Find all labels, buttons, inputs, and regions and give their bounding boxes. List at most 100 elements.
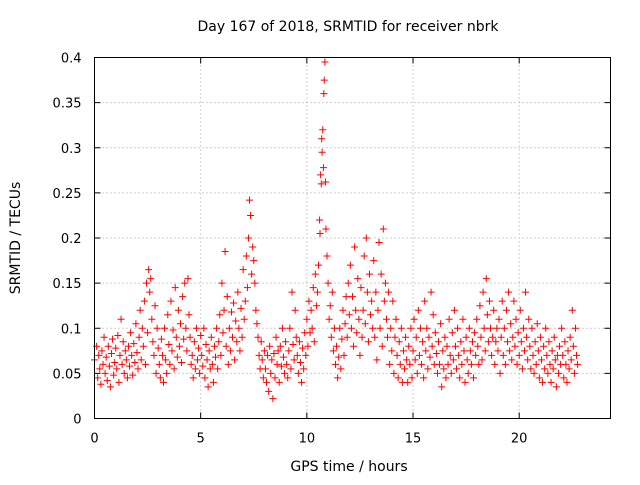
- data-point: [315, 261, 323, 269]
- x-tick-label: 5: [197, 432, 205, 447]
- data-point: [309, 284, 317, 292]
- data-point: [305, 297, 313, 305]
- data-point: [160, 378, 168, 386]
- data-point: [197, 331, 205, 339]
- data-point: [558, 324, 566, 332]
- data-point: [453, 365, 461, 373]
- data-point: [487, 324, 495, 332]
- data-point: [276, 342, 284, 350]
- data-point: [327, 333, 335, 341]
- data-point: [299, 344, 307, 352]
- data-point: [340, 351, 348, 359]
- data-point: [189, 374, 197, 382]
- data-point: [391, 333, 399, 341]
- data-point: [405, 342, 413, 350]
- data-point: [474, 342, 482, 350]
- data-point: [169, 326, 177, 334]
- data-point: [223, 293, 231, 301]
- data-point: [439, 347, 447, 355]
- data-point: [179, 293, 187, 301]
- data-point: [210, 342, 218, 350]
- data-point: [187, 360, 195, 368]
- data-point: [511, 342, 519, 350]
- data-point: [513, 360, 521, 368]
- data-point: [271, 374, 279, 382]
- data-point: [304, 342, 312, 350]
- data-point: [422, 347, 430, 355]
- data-point: [319, 164, 327, 172]
- data-point: [336, 324, 344, 332]
- data-point: [488, 351, 496, 359]
- data-point: [118, 360, 126, 368]
- chart-title: Day 167 of 2018, SRMTID for receiver nbr…: [197, 19, 499, 35]
- data-point: [470, 374, 478, 382]
- data-point: [370, 257, 378, 265]
- data-point: [274, 347, 282, 355]
- data-point: [326, 302, 334, 310]
- data-point: [485, 297, 493, 305]
- data-point: [94, 374, 102, 382]
- data-point: [109, 335, 117, 343]
- data-point: [394, 374, 402, 382]
- data-point: [222, 342, 230, 350]
- data-point: [200, 324, 208, 332]
- data-point: [450, 306, 458, 314]
- data-point: [313, 288, 321, 296]
- data-point: [500, 324, 508, 332]
- data-point: [233, 338, 241, 346]
- data-point: [137, 356, 145, 364]
- data-point: [279, 353, 287, 361]
- data-point: [475, 360, 483, 368]
- data-point: [296, 359, 304, 367]
- data-point: [448, 329, 456, 337]
- data-point: [344, 279, 352, 287]
- data-point: [311, 270, 319, 278]
- data-point: [369, 324, 377, 332]
- data-point: [247, 211, 255, 219]
- data-point: [329, 347, 337, 355]
- data-point: [382, 315, 390, 323]
- data-point: [536, 333, 544, 341]
- data-point: [177, 320, 184, 328]
- data-point: [229, 333, 237, 341]
- data-point: [151, 302, 159, 310]
- data-point: [134, 365, 142, 373]
- data-point: [389, 297, 397, 305]
- data-point: [471, 329, 479, 337]
- data-point: [153, 324, 161, 332]
- data-point: [292, 333, 300, 341]
- data-point: [123, 374, 131, 382]
- data-point: [343, 333, 351, 341]
- data-point: [281, 369, 289, 377]
- data-point: [504, 338, 512, 346]
- data-point: [209, 378, 217, 386]
- data-point: [521, 347, 528, 355]
- data-point: [459, 315, 467, 323]
- data-point: [517, 338, 525, 346]
- data-point: [483, 311, 491, 319]
- data-point: [449, 356, 457, 364]
- data-point: [360, 252, 368, 260]
- data-point: [154, 344, 162, 352]
- data-point: [95, 351, 103, 359]
- data-point: [509, 333, 517, 341]
- data-point: [289, 340, 297, 348]
- data-point: [396, 360, 404, 368]
- data-point: [99, 360, 107, 368]
- data-point: [492, 338, 500, 346]
- data-point: [380, 297, 388, 305]
- data-point: [551, 356, 559, 364]
- data-point: [166, 360, 174, 368]
- data-point: [287, 365, 295, 373]
- data-point: [260, 347, 268, 355]
- data-point: [496, 369, 504, 377]
- data-point: [119, 338, 127, 346]
- data-point: [283, 360, 291, 368]
- data-point: [565, 365, 573, 373]
- data-point: [320, 90, 328, 98]
- data-point: [221, 248, 229, 256]
- data-point: [206, 365, 214, 373]
- data-point: [436, 360, 444, 368]
- data-point: [253, 320, 261, 328]
- data-point: [412, 333, 420, 341]
